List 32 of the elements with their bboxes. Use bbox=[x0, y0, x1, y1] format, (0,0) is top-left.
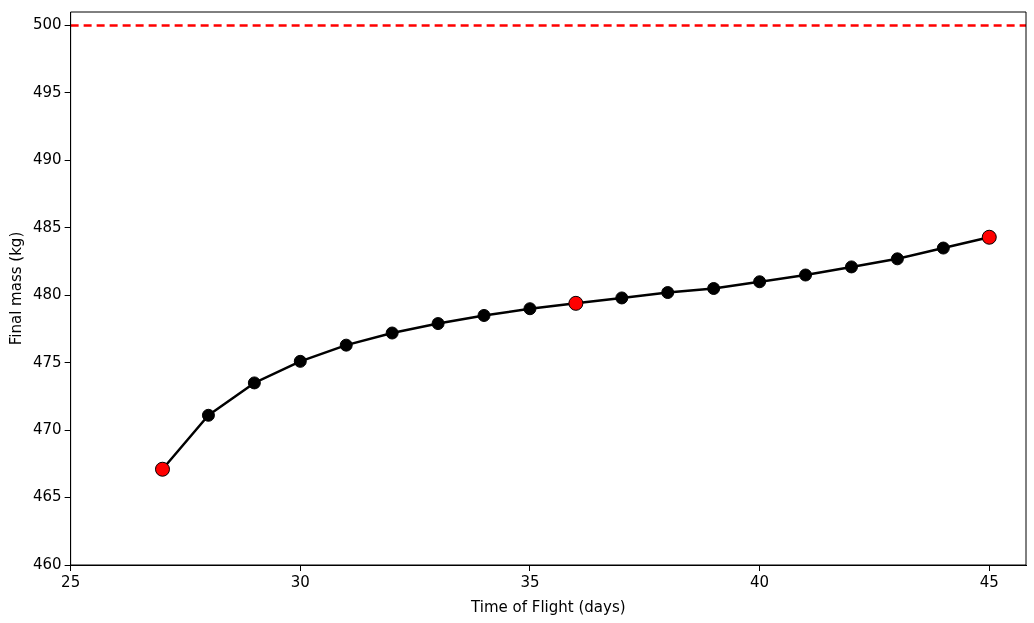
point bbox=[523, 302, 537, 316]
point bbox=[247, 376, 261, 390]
y-tick-label: 500 bbox=[32, 15, 62, 34]
x-tick-label: 40 bbox=[750, 572, 770, 591]
y-tick-label: 475 bbox=[32, 352, 62, 371]
y-tick-label: 485 bbox=[32, 217, 62, 236]
x-tick-label: 30 bbox=[290, 572, 310, 591]
point bbox=[431, 317, 445, 331]
x-tick-label: 25 bbox=[61, 572, 81, 591]
point bbox=[661, 286, 675, 300]
point bbox=[890, 252, 904, 266]
point bbox=[201, 408, 215, 422]
y-tick-label: 495 bbox=[32, 82, 62, 101]
y-tick-label: 460 bbox=[32, 554, 62, 573]
x-axis-title: Time of Flight (days) bbox=[470, 597, 626, 616]
point bbox=[477, 308, 491, 322]
point bbox=[936, 241, 950, 255]
y-axis-title: Final mass (kg) bbox=[6, 231, 25, 346]
x-tick-label: 35 bbox=[520, 572, 540, 591]
y-tick-label: 470 bbox=[32, 420, 62, 439]
x-tick-label: 45 bbox=[979, 572, 999, 591]
y-tick-label: 490 bbox=[32, 150, 62, 169]
y-tick-label: 465 bbox=[32, 487, 62, 506]
y-tick-label: 480 bbox=[32, 285, 62, 304]
point bbox=[707, 282, 721, 295]
point bbox=[753, 275, 767, 289]
point bbox=[844, 260, 858, 274]
point bbox=[385, 326, 399, 340]
point bbox=[339, 338, 353, 352]
point bbox=[615, 291, 629, 305]
point bbox=[799, 268, 813, 282]
point bbox=[293, 354, 307, 368]
